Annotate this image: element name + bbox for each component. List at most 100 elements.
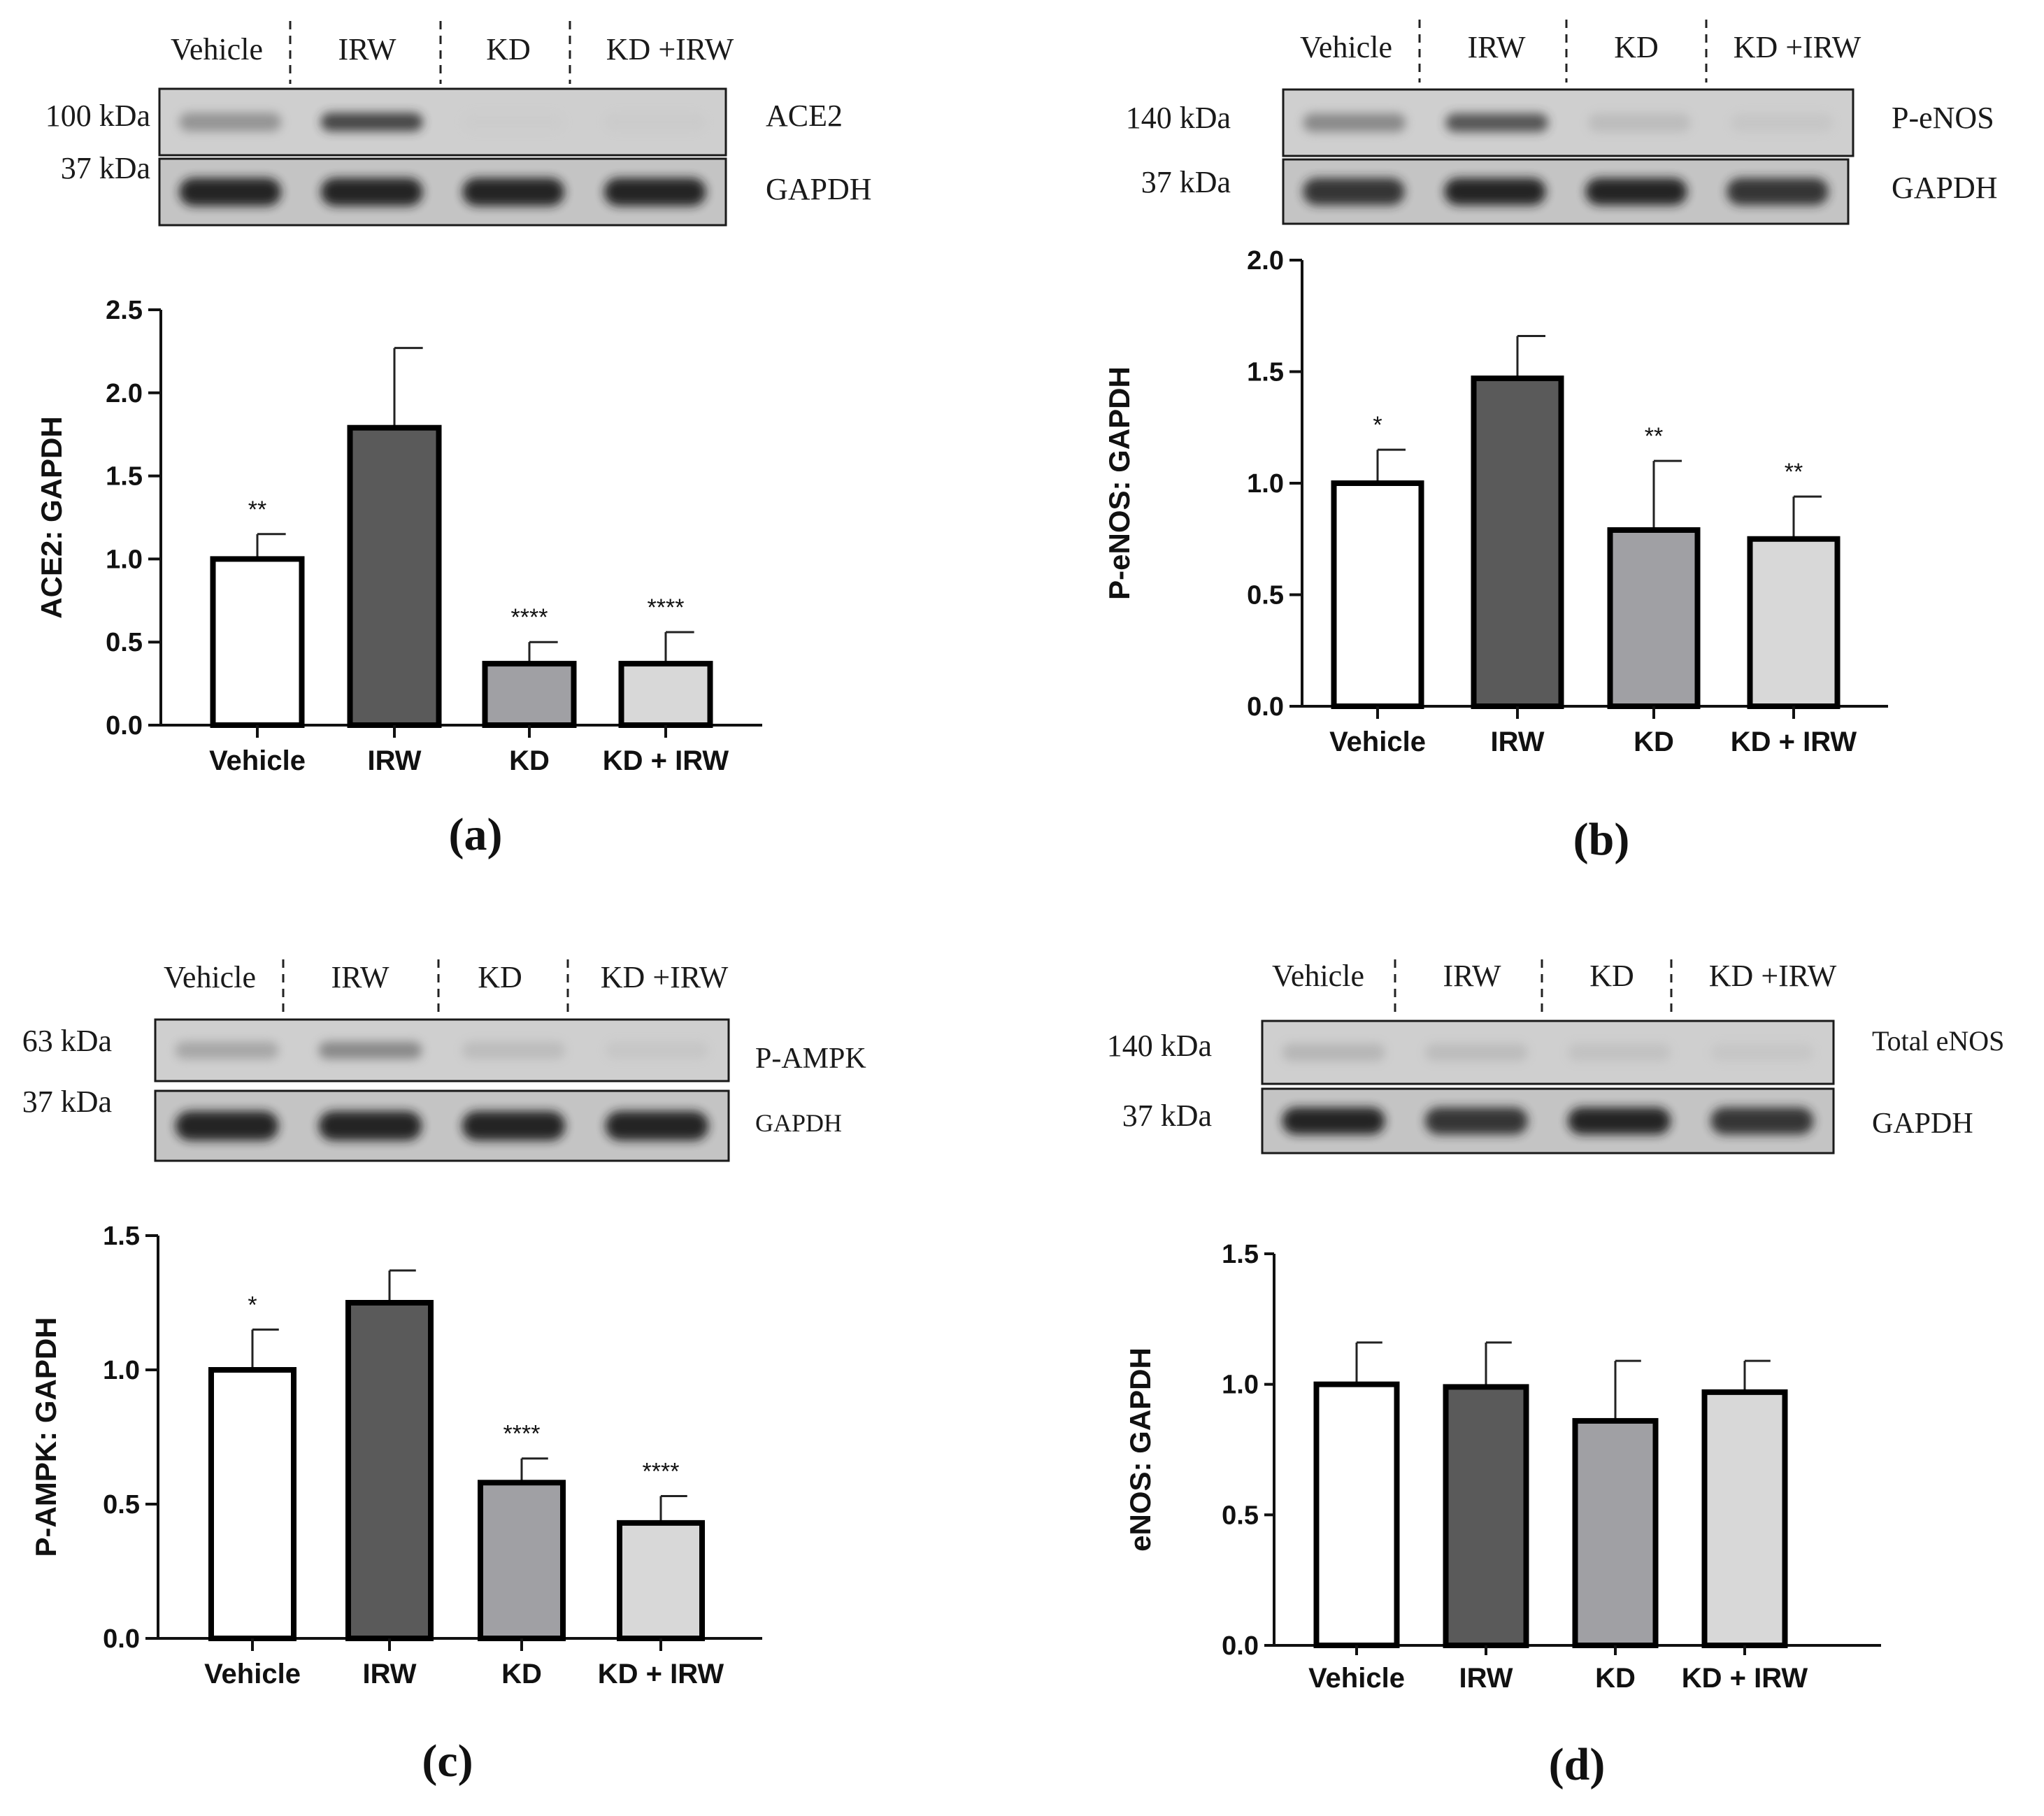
lane-label-1: Vehicle	[164, 960, 256, 994]
western-blot-c: Vehicle IRW KD KD +IRW 63 kDa P-AMPK 37 kDa GAP…	[22, 959, 866, 1162]
y-tick-label: 1.5	[1247, 358, 1284, 387]
blot-band	[462, 113, 565, 131]
y-tick-label: 0.5	[106, 628, 143, 657]
lane-label-4: KD +IRW	[606, 32, 734, 66]
lane-label-4: KD +IRW	[1734, 30, 1861, 64]
blot-band	[1710, 1043, 1814, 1061]
blot-band	[179, 178, 282, 206]
bar-vehicle	[1313, 1381, 1400, 1648]
blot-band	[603, 113, 706, 131]
blot-band	[462, 1111, 566, 1141]
y-tick-label: 2.0	[1247, 246, 1284, 276]
significance-marker: *	[248, 1292, 257, 1318]
lane-label-3: KD	[478, 960, 522, 994]
blot-row-p-ampk: 63 kDa P-AMPK	[22, 1018, 866, 1082]
panel-label: (b)	[1573, 814, 1630, 865]
blot-row-gapdh: 37 kDa GAPDH	[1122, 1087, 1973, 1154]
blot-band	[1585, 178, 1687, 206]
protein-label: GAPDH	[766, 172, 872, 206]
blot-band	[462, 1041, 566, 1059]
bar-chart-a: 0.0 0.5 1.0 1.5 2.0 2.5 ACE2: GAPDH Vehicle ** IR…	[35, 296, 762, 776]
x-category-label: KD	[509, 745, 550, 776]
western-blot-a: Vehicle IRW KD KD +IRW 100 kDa ACE2 37 kDa GAPD…	[45, 21, 872, 227]
kda-marker: 140 kDa	[1107, 1029, 1212, 1063]
lane-label-4: KD +IRW	[1709, 959, 1837, 993]
blot-band	[175, 1041, 279, 1059]
protein-label: P-eNOS	[1892, 101, 1994, 135]
bar-kd-irw	[1701, 1389, 1788, 1649]
y-tick-label: 2.0	[106, 379, 143, 408]
blot-band	[318, 1041, 422, 1059]
blot-row-gapdh: 37 kDa GAPDH	[22, 1085, 842, 1162]
blot-row-p-enos: 140 kDa P-eNOS	[1126, 88, 1994, 157]
blot-band	[462, 178, 565, 206]
bar-vehicle	[208, 1367, 296, 1641]
significance-marker: ****	[511, 604, 548, 631]
panel-label: (d)	[1549, 1739, 1606, 1790]
x-category-label: Vehicle	[1329, 727, 1426, 757]
x-category-label: Vehicle	[1308, 1663, 1405, 1694]
blot-band	[1568, 1107, 1671, 1135]
blot-band	[1424, 1107, 1528, 1135]
bar-vehicle	[1331, 480, 1424, 709]
blot-band	[1445, 113, 1548, 132]
kda-marker: 37 kDa	[1122, 1099, 1212, 1133]
blot-row-ace2: 100 kDa ACE2	[45, 87, 843, 157]
lane-label-3: KD	[1614, 30, 1659, 64]
x-category-label: KD + IRW	[1731, 727, 1857, 757]
significance-marker: ****	[648, 594, 685, 621]
y-tick-label: 0.0	[103, 1624, 140, 1654]
blot-band	[603, 178, 706, 206]
bar-kd-irw	[617, 1520, 705, 1641]
x-category-label: Vehicle	[204, 1659, 301, 1689]
y-axis-label: ACE2: GAPDH	[35, 416, 68, 618]
blot-band	[605, 1041, 709, 1059]
western-blot-b: Vehicle IRW KD KD +IRW 140 kDa P-eNOS 37 kDa GA…	[1126, 20, 1998, 225]
panel-d: Vehicle IRW KD KD +IRW 140 kDa Total eNOS 37 k…	[1107, 959, 2005, 1790]
blot-band	[179, 113, 282, 131]
lane-label-2: IRW	[338, 32, 396, 66]
y-tick-label: 1.5	[103, 1222, 140, 1251]
y-tick-label: 0.5	[1222, 1501, 1259, 1530]
x-category-label: KD + IRW	[1682, 1663, 1808, 1694]
lane-label-2: IRW	[1443, 959, 1501, 993]
panel-a: Vehicle IRW KD KD +IRW 100 kDa ACE2 37 kDa GAPD…	[35, 21, 872, 860]
bar-kd	[482, 661, 577, 729]
panel-label: (a)	[449, 809, 503, 860]
kda-marker: 37 kDa	[22, 1085, 112, 1119]
kda-marker: 100 kDa	[45, 99, 150, 133]
y-axis-label: eNOS: GAPDH	[1124, 1347, 1157, 1552]
panel-label: (c)	[422, 1736, 473, 1787]
y-tick-label: 1.5	[106, 462, 143, 492]
blot-band	[1730, 113, 1834, 132]
y-tick-label: 1.0	[103, 1356, 140, 1385]
x-category-label: IRW	[1490, 727, 1544, 757]
significance-marker: **	[1785, 459, 1803, 485]
y-tick-label: 0.5	[103, 1490, 140, 1520]
lane-label-4: KD +IRW	[601, 960, 729, 994]
bar-kd	[478, 1480, 566, 1642]
y-tick-label: 1.5	[1222, 1240, 1259, 1269]
bar-kd	[1572, 1417, 1659, 1649]
lane-label-1: Vehicle	[171, 32, 263, 66]
x-category-label: Vehicle	[209, 745, 306, 776]
bar-irw	[1443, 1384, 1529, 1649]
western-blot-d: Vehicle IRW KD KD +IRW 140 kDa Total eNOS 37 k…	[1107, 959, 2004, 1154]
y-tick-label: 1.0	[1222, 1371, 1259, 1400]
protein-label: GAPDH	[755, 1109, 842, 1137]
panel-b: Vehicle IRW KD KD +IRW 140 kDa P-eNOS 37 kDa GA…	[1103, 20, 1998, 865]
blot-band	[1282, 1043, 1385, 1061]
y-tick-label: 0.0	[1247, 692, 1284, 722]
bar-irw	[1471, 376, 1564, 709]
blot-band	[1303, 113, 1406, 132]
lane-label-3: KD	[486, 32, 531, 66]
blot-band	[1424, 1043, 1528, 1061]
x-category-label: KD + IRW	[603, 745, 729, 776]
kda-marker: 140 kDa	[1126, 101, 1231, 135]
x-category-label: KD	[1634, 727, 1674, 757]
blot-band	[320, 178, 423, 206]
x-category-label: IRW	[362, 1659, 416, 1689]
significance-marker: ****	[643, 1458, 680, 1485]
kda-marker: 37 kDa	[61, 151, 150, 185]
x-category-label: KD	[1595, 1663, 1636, 1694]
